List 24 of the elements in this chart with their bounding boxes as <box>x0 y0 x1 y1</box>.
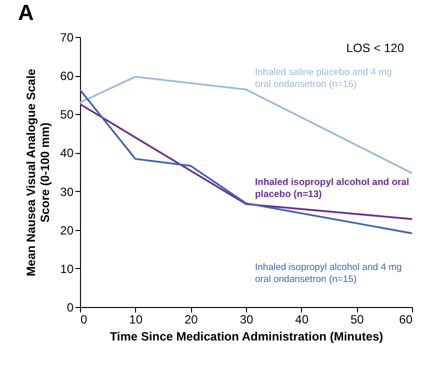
y-tick-label: 70 <box>60 30 74 44</box>
y-tick-label: 20 <box>60 223 74 238</box>
chart-title: A <box>18 0 34 25</box>
x-tick-label: 50 <box>350 312 364 326</box>
y-tick-label: 50 <box>60 108 74 122</box>
y-axis-title: Mean Nausea Visual Analogue Scale Score (0-100 mm) <box>24 68 52 276</box>
x-tick-label: 30 <box>240 312 254 326</box>
y-tick-label: 60 <box>60 69 74 84</box>
y-tick-label: 30 <box>60 184 74 199</box>
text: Inhaled isopropyl alcohol and 4 mg oral ondansetron (n=15) <box>255 262 402 285</box>
y-tick-label: 40 <box>60 146 74 160</box>
x-tick-label: 0 <box>80 312 88 326</box>
y-tick-label: 10 <box>60 262 74 276</box>
annotation: LOS < 120 <box>346 41 404 55</box>
series-label: Inhaled isopropyl alcohol and oral placebo (n=13) <box>255 177 410 200</box>
x-tick-label: 10 <box>129 312 143 326</box>
series-label: Inhaled saline placebo and 4 mg oral ondansetron (n=16) <box>255 67 392 90</box>
x-tick-label: 20 <box>184 312 198 326</box>
x-axis-title: Time Since Medication Administration (Minutes) <box>110 330 384 344</box>
x-tick-label: 40 <box>295 312 309 326</box>
x-tick-label: 60 <box>399 312 413 326</box>
y-tick-label: 0 <box>66 300 74 314</box>
line-series <box>80 88 412 234</box>
line-series <box>80 76 412 174</box>
